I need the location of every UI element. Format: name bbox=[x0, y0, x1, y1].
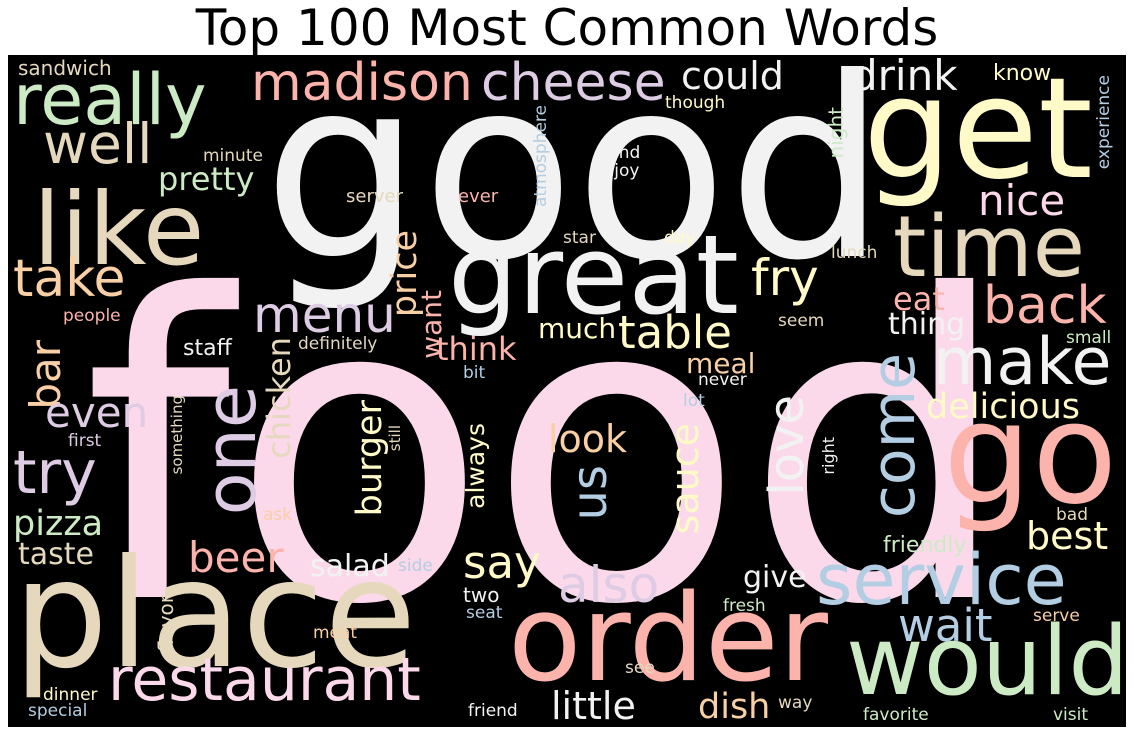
word-beer: beer bbox=[188, 533, 284, 582]
word-food: food bbox=[83, 208, 1012, 697]
word-though: though bbox=[665, 93, 726, 113]
word-restaurant: restaurant bbox=[108, 645, 421, 715]
word-make: make bbox=[933, 325, 1112, 400]
word-say: say bbox=[463, 536, 541, 589]
word-bit: bit bbox=[463, 363, 486, 383]
word-special: special bbox=[28, 701, 88, 721]
word-meat: meat bbox=[313, 623, 358, 643]
word-good: good bbox=[263, 55, 887, 315]
word-cloud: food good place get great order go time … bbox=[8, 55, 1126, 727]
word-lot: lot bbox=[683, 391, 705, 411]
word-serve: serve bbox=[1033, 606, 1080, 626]
word-burger: burger bbox=[350, 400, 390, 517]
word-like: like bbox=[33, 171, 205, 288]
word-see: see bbox=[625, 658, 655, 678]
word-ever: ever bbox=[458, 186, 499, 207]
word-right: right bbox=[819, 437, 838, 475]
word-find: find bbox=[608, 143, 641, 163]
word-server: server bbox=[346, 186, 403, 207]
word-seem: seem bbox=[778, 311, 825, 331]
word-also: also bbox=[558, 556, 660, 614]
word-wait: wait bbox=[898, 599, 993, 652]
word-know: know bbox=[993, 61, 1052, 86]
word-much: much bbox=[538, 312, 617, 345]
word-drink: drink bbox=[851, 55, 958, 100]
word-definitely: definitely bbox=[298, 334, 378, 354]
word-meal: meal bbox=[686, 347, 756, 380]
word-order: order bbox=[508, 570, 828, 709]
word-experience: experience bbox=[1094, 75, 1114, 170]
word-really: really bbox=[13, 59, 207, 141]
word-atmosphere: atmosphere bbox=[531, 105, 551, 207]
word-side: side bbox=[398, 556, 433, 576]
word-cheese: cheese bbox=[481, 55, 666, 113]
word-fresh: fresh bbox=[723, 596, 766, 616]
word-sauce: sauce bbox=[663, 423, 707, 535]
word-think: think bbox=[436, 330, 517, 368]
word-salad: salad bbox=[310, 549, 390, 584]
word-dish: dish bbox=[698, 687, 771, 727]
word-lunch: lunch bbox=[831, 243, 878, 263]
word-pizza: pizza bbox=[13, 504, 104, 544]
word-people: people bbox=[63, 306, 121, 326]
word-day: day bbox=[664, 228, 696, 248]
word-place: place bbox=[13, 528, 417, 702]
word-minute: minute bbox=[203, 146, 263, 166]
word-service: service bbox=[816, 539, 1067, 621]
word-bad: bad bbox=[1056, 505, 1088, 525]
word-come: come bbox=[859, 353, 929, 519]
word-sandwich: sandwich bbox=[18, 56, 112, 80]
word-pretty: pretty bbox=[158, 160, 255, 198]
word-still: still bbox=[386, 425, 404, 452]
word-table: table bbox=[618, 306, 732, 359]
word-get: get bbox=[863, 55, 1093, 211]
word-take: take bbox=[13, 249, 126, 309]
word-delicious: delicious bbox=[926, 387, 1080, 427]
word-time: time bbox=[893, 198, 1086, 297]
word-even: even bbox=[45, 388, 149, 437]
word-friendly: friendly bbox=[883, 533, 967, 558]
word-best: best bbox=[1026, 514, 1109, 558]
word-night: night bbox=[824, 107, 848, 159]
word-dinner: dinner bbox=[43, 685, 98, 705]
chart-title: Top 100 Most Common Words bbox=[195, 0, 939, 57]
word-staff: staff bbox=[183, 336, 232, 361]
word-thing: thing bbox=[888, 307, 966, 342]
word-back: back bbox=[983, 276, 1107, 336]
word-enjoy: enjoy bbox=[593, 161, 640, 181]
word-go: go bbox=[943, 373, 1118, 536]
word-nice: nice bbox=[978, 176, 1066, 225]
word-something: something bbox=[168, 395, 186, 475]
word-friend: friend bbox=[468, 701, 518, 721]
word-star: star bbox=[563, 228, 596, 248]
word-ask: ask bbox=[263, 505, 293, 525]
word-never: never bbox=[698, 370, 747, 390]
word-way: way bbox=[778, 693, 813, 713]
word-look: look bbox=[548, 417, 628, 461]
word-us: us bbox=[562, 465, 618, 521]
word-flavor: flavor bbox=[154, 595, 178, 653]
word-chicken: chicken bbox=[260, 337, 298, 459]
word-give: give bbox=[743, 560, 807, 595]
word-would: would bbox=[846, 607, 1126, 717]
word-two: two bbox=[463, 583, 500, 607]
word-try: try bbox=[13, 438, 97, 508]
word-madison: madison bbox=[251, 55, 473, 113]
word-well: well bbox=[43, 112, 153, 176]
word-eat: eat bbox=[893, 280, 945, 318]
word-first: first bbox=[68, 431, 102, 451]
word-small: small bbox=[1066, 328, 1112, 348]
word-little: little bbox=[551, 684, 636, 727]
word-visit: visit bbox=[1053, 705, 1089, 725]
word-always: always bbox=[461, 423, 490, 509]
word-one: one bbox=[190, 385, 272, 516]
word-could: could bbox=[681, 55, 784, 98]
word-favorite: favorite bbox=[863, 705, 929, 725]
word-love: love bbox=[759, 395, 815, 496]
word-fry: fry bbox=[751, 249, 819, 307]
word-menu: menu bbox=[253, 286, 396, 344]
word-seat: seat bbox=[466, 603, 503, 623]
word-taste: taste bbox=[18, 537, 94, 572]
word-great: great bbox=[448, 211, 739, 339]
